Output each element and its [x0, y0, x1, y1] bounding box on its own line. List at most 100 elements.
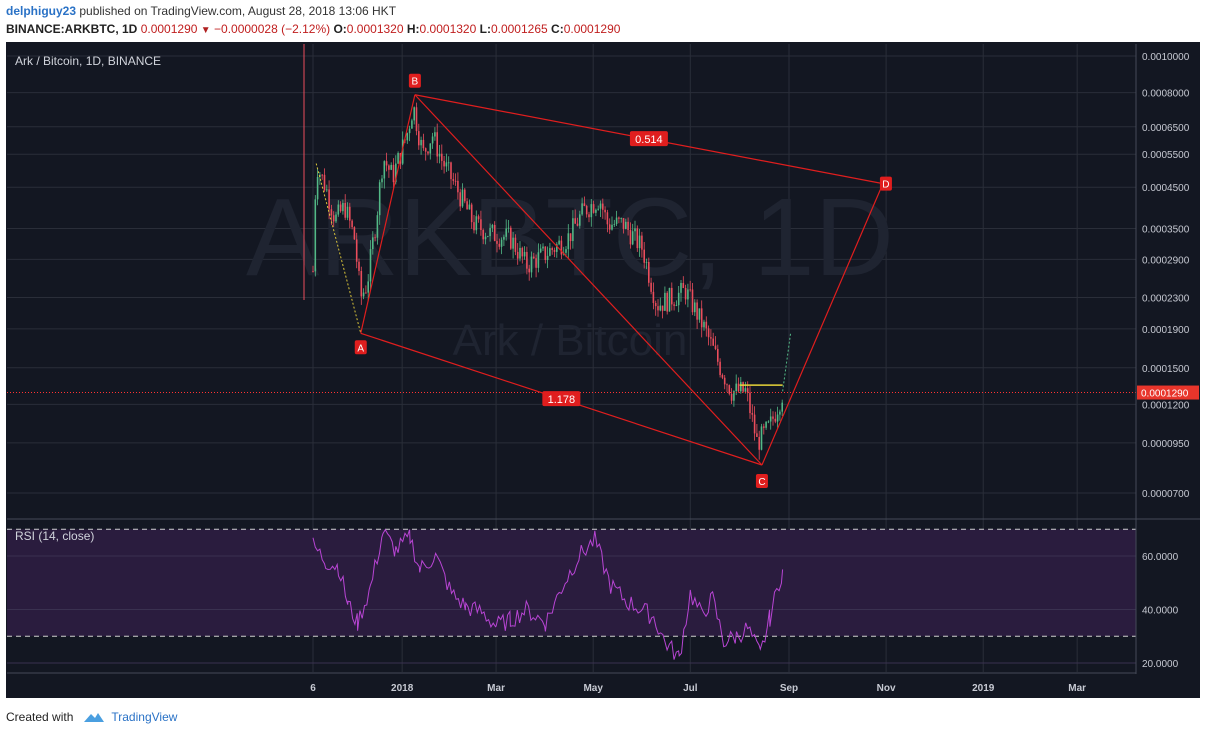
candle-body	[553, 249, 556, 252]
candle-body	[611, 224, 613, 230]
projection-line	[782, 333, 792, 392]
ratio-label: 0.514	[635, 134, 663, 146]
price-change: −0.0000028 (−2.12%)	[214, 22, 331, 36]
candle-body	[696, 302, 698, 320]
candle-body	[342, 203, 344, 212]
candle-body	[326, 189, 328, 191]
candle-body	[510, 227, 512, 249]
pattern-leg-xa	[315, 163, 362, 334]
candle-body	[735, 383, 737, 392]
candle-body	[401, 139, 404, 164]
candle-body	[602, 203, 604, 210]
candle-body	[385, 161, 388, 166]
candle-body	[694, 302, 696, 313]
candle-body	[454, 180, 457, 182]
candle-body	[749, 392, 751, 414]
candle-body	[737, 383, 740, 392]
candle-body	[560, 240, 563, 255]
candle-body	[684, 287, 687, 300]
candle-body	[558, 240, 560, 245]
candle-body	[422, 139, 425, 149]
candle-body	[599, 203, 602, 209]
candle-body	[314, 199, 317, 272]
pattern-leg-CD	[761, 183, 884, 466]
candle-body	[498, 243, 501, 247]
candle-body	[723, 377, 726, 385]
author-name[interactable]: delphiguy23	[6, 4, 77, 18]
created-with-text: Created with	[6, 710, 74, 724]
candle-body	[631, 231, 634, 245]
candle-body	[657, 306, 659, 311]
candle-body	[464, 189, 466, 202]
y-tick-label: 0.0001200	[1142, 400, 1190, 411]
candle-body	[664, 292, 666, 311]
x-tick-label: Sep	[780, 683, 798, 694]
candle-body	[556, 244, 558, 252]
candle-body	[482, 230, 484, 240]
candle-body	[700, 308, 703, 328]
candle-body	[661, 305, 664, 311]
candle-body	[521, 247, 524, 257]
candle-body	[452, 179, 455, 181]
chart-title: Ark / Bitcoin, 1D, BINANCE	[15, 54, 161, 68]
candle-body	[705, 321, 708, 329]
candle-body	[776, 414, 779, 422]
candle-body	[312, 271, 314, 272]
x-tick-label: 2019	[972, 683, 995, 694]
candle-body	[636, 228, 639, 249]
candle-body	[528, 268, 530, 273]
y-tick-label: 0.0002300	[1142, 294, 1190, 305]
candle-body	[415, 107, 418, 132]
x-tick-label: Mar	[1068, 683, 1086, 694]
candle-body	[622, 218, 625, 230]
x-tick-label: Nov	[877, 683, 896, 694]
open-value: 0.0001320	[346, 22, 404, 36]
candle-body	[427, 151, 429, 154]
candle-body	[627, 221, 629, 230]
y-tick-label: 0.0000950	[1142, 439, 1190, 450]
candle-body	[339, 204, 342, 212]
rsi-band-fill	[7, 529, 1136, 637]
point-label-C: C	[758, 477, 765, 488]
candle-body	[712, 338, 714, 346]
candle-body	[436, 132, 438, 157]
candle-body	[374, 237, 376, 239]
candle-body	[710, 337, 712, 339]
candle-body	[367, 281, 369, 293]
y-tick-label: 0.0001900	[1142, 325, 1190, 336]
candle-body	[585, 206, 588, 215]
candle-body	[388, 165, 390, 170]
rsi-tick-label: 40.0000	[1142, 606, 1179, 617]
y-tick-label: 0.0005500	[1142, 150, 1190, 161]
candle-body	[470, 204, 473, 223]
candle-body	[625, 221, 627, 230]
candle-body	[650, 282, 652, 292]
pattern-leg-AB	[360, 94, 416, 334]
ratio-badge	[629, 131, 668, 147]
candle-body	[608, 224, 611, 230]
candle-body	[629, 229, 632, 245]
candle-body	[753, 414, 756, 434]
candle-body	[349, 206, 351, 221]
candle-body	[740, 382, 742, 392]
x-tick-label: 6	[310, 683, 316, 694]
candle-body	[358, 261, 360, 271]
candle-body	[535, 258, 537, 268]
candle-body	[726, 384, 728, 386]
candle-body	[505, 228, 507, 237]
candle-body	[549, 248, 551, 256]
candle-body	[355, 239, 358, 262]
candle-body	[643, 249, 645, 263]
candle-body	[378, 182, 381, 216]
tradingview-link[interactable]: TradingView	[111, 710, 178, 724]
candle-body	[597, 208, 599, 210]
candle-body	[615, 217, 618, 224]
candle-body	[569, 233, 572, 242]
candle-body	[519, 247, 521, 259]
candle-body	[551, 248, 553, 250]
candle-body	[721, 374, 724, 378]
candle-body	[473, 222, 475, 231]
candle-body	[346, 206, 349, 218]
candle-body	[638, 235, 641, 249]
